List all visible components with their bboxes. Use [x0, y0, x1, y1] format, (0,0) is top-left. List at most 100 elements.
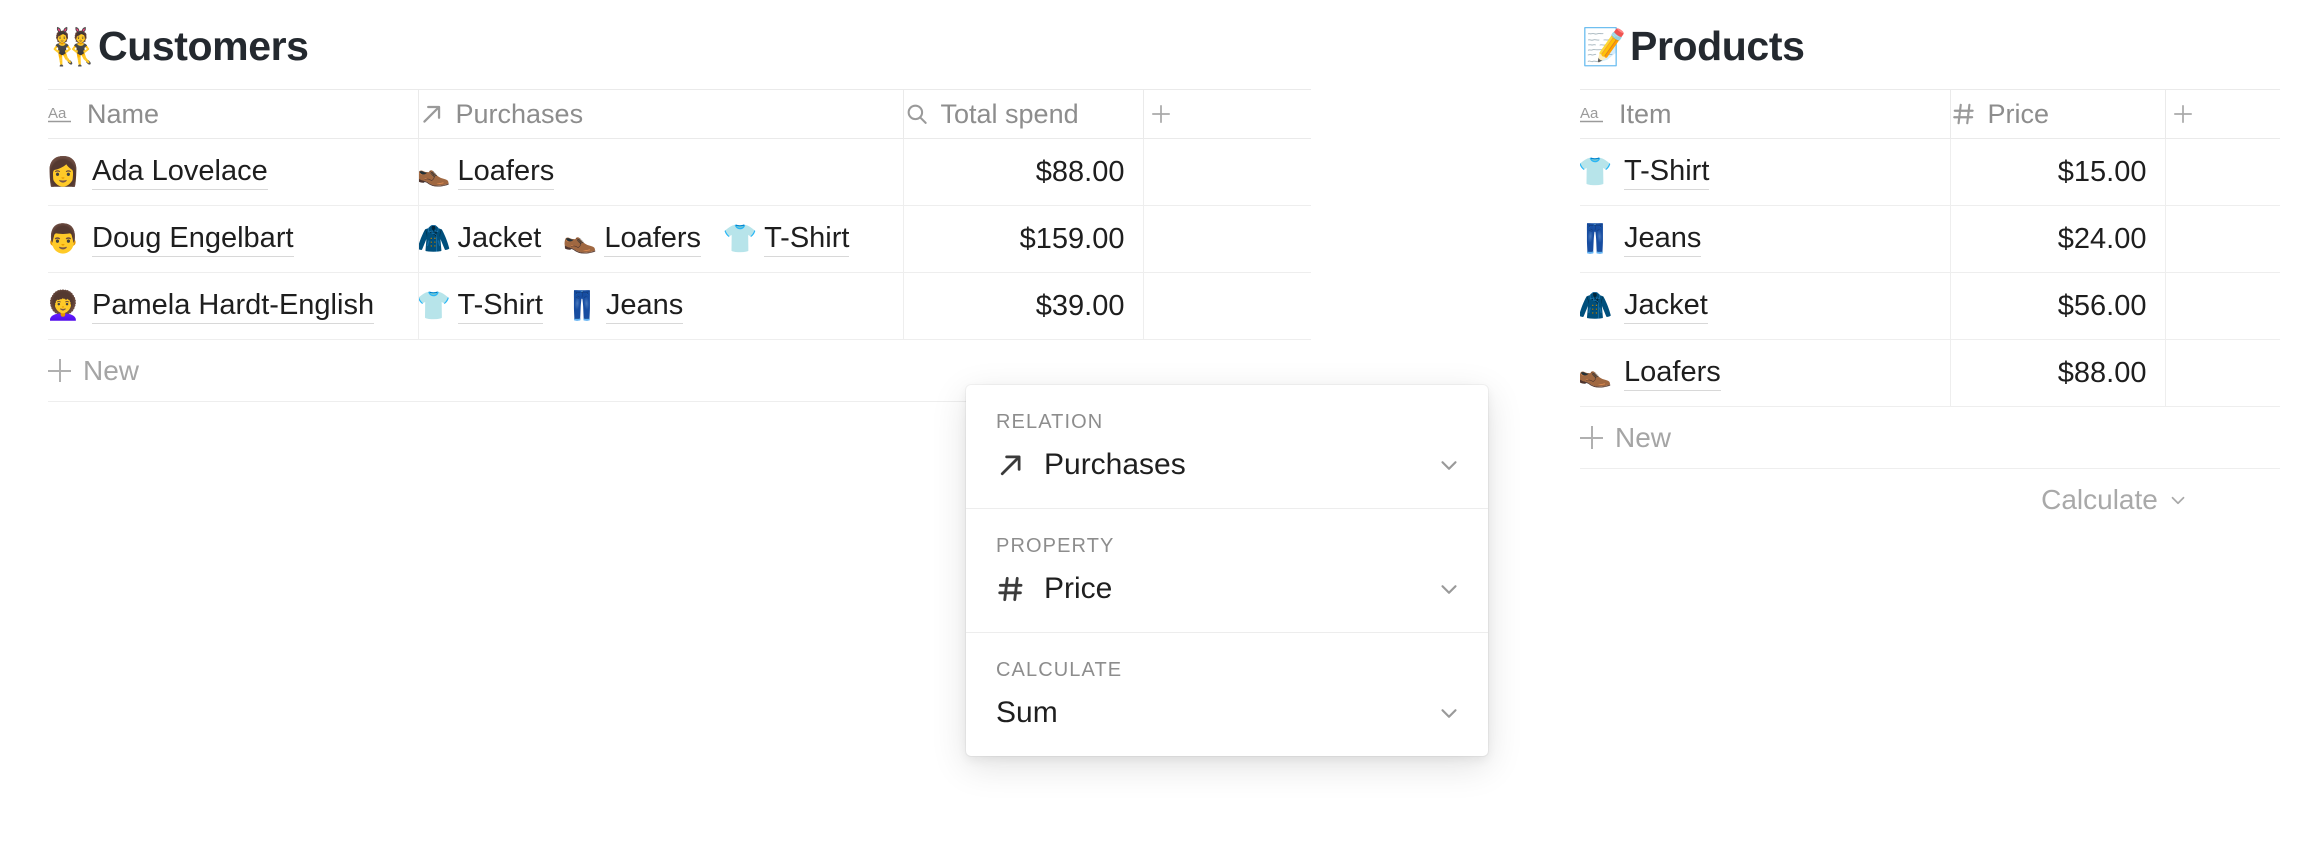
- product-emoji-icon: 🧥: [418, 223, 451, 254]
- cell-item[interactable]: 👖 Jeans: [1580, 205, 1951, 273]
- table-row[interactable]: 👩 Ada Lovelace 👞 Loafers $88.00: [48, 138, 1311, 206]
- products-table-body: 👕 T-Shirt $15.00 👖 Jeans $24.00: [1580, 138, 2280, 532]
- column-header-item[interactable]: Aa Item: [1580, 89, 1951, 139]
- chevron-down-icon[interactable]: [1436, 700, 1462, 726]
- relation-chip[interactable]: 👞 Loafers: [418, 155, 555, 190]
- new-row-cell[interactable]: New: [1580, 406, 2280, 469]
- text-aa-icon: Aa: [48, 104, 76, 124]
- svg-text:Aa: Aa: [48, 105, 67, 122]
- table-row[interactable]: 👩‍🦱 Pamela Hardt-English 👕 T-Shirt 👖: [48, 272, 1311, 340]
- cell-name[interactable]: 👨 Doug Engelbart: [48, 205, 419, 273]
- table-row[interactable]: 👞 Loafers $88.00: [1580, 339, 2280, 407]
- cell-price[interactable]: $15.00: [1950, 138, 2166, 206]
- product-emoji-icon: 👞: [562, 223, 598, 254]
- cell-purchases[interactable]: 🧥 Jacket 👞 Loafers 👕 T-Shirt: [418, 205, 904, 273]
- column-header-name-label: Name: [87, 98, 160, 129]
- customer-name: Ada Lovelace: [92, 155, 268, 190]
- column-header-item-label: Item: [1619, 98, 1672, 129]
- plus-icon: [1580, 426, 1603, 449]
- cell-total-spend[interactable]: $88.00: [903, 138, 1144, 206]
- cell-spacer: [2165, 138, 2280, 206]
- column-header-name[interactable]: Aa Name: [48, 89, 419, 139]
- relation-chip[interactable]: 👖 Jeans: [564, 289, 684, 324]
- cell-purchases[interactable]: 👕 T-Shirt 👖 Jeans: [418, 272, 904, 340]
- add-column-button-customers[interactable]: [1143, 89, 1311, 139]
- rollup-config-popup: RELATION Purchases PROPERTY Price: [966, 385, 1488, 756]
- chevron-down-icon[interactable]: [1436, 452, 1462, 478]
- product-emoji-icon: 👕: [1580, 156, 1613, 187]
- calculate-cell[interactable]: Calculate: [1950, 469, 2280, 532]
- cell-item[interactable]: 🧥 Jacket: [1580, 272, 1951, 340]
- relation-chip-label: T-Shirt: [457, 289, 543, 324]
- rollup-property-section: PROPERTY Price: [966, 508, 1488, 632]
- rollup-search-icon: [904, 101, 930, 127]
- table-row[interactable]: 👖 Jeans $24.00: [1580, 205, 2280, 273]
- product-emoji-icon: 👞: [1580, 357, 1613, 388]
- rollup-property-select[interactable]: Price: [966, 558, 1488, 632]
- chevron-down-icon: [2167, 489, 2189, 511]
- relation-chip-label: Loafers: [604, 222, 702, 257]
- product-name: Loafers: [1624, 356, 1721, 391]
- chevron-down-icon[interactable]: [1436, 576, 1462, 602]
- customers-table: Aa Name Purchases: [48, 89, 1311, 464]
- row-avatar-icon: 👩‍🦱: [48, 290, 81, 321]
- column-header-total-spend[interactable]: Total spend: [903, 89, 1144, 139]
- database-title-products: 📝 Products: [1581, 25, 2280, 67]
- calculate-label: Calculate: [2041, 484, 2158, 515]
- product-name: T-Shirt: [1624, 155, 1710, 190]
- rollup-calculate-select[interactable]: Sum: [966, 682, 1488, 756]
- rollup-relation-select[interactable]: Purchases: [966, 434, 1488, 508]
- rollup-calculate-section: CALCULATE Sum: [966, 632, 1488, 756]
- relation-chip[interactable]: 🧥 Jacket: [418, 222, 542, 257]
- product-emoji-icon: 👖: [1580, 223, 1613, 254]
- column-header-purchases[interactable]: Purchases: [418, 89, 904, 139]
- cell-spacer: [1143, 272, 1311, 340]
- rollup-relation-value: Purchases: [1044, 448, 1186, 481]
- cell-purchases[interactable]: 👞 Loafers: [418, 138, 904, 206]
- column-header-total-spend-label: Total spend: [940, 98, 1079, 129]
- row-avatar-icon: 👩: [48, 156, 81, 187]
- column-header-purchases-label: Purchases: [455, 98, 584, 129]
- relation-arrow-icon: [996, 450, 1028, 480]
- cell-item[interactable]: 👞 Loafers: [1580, 339, 1951, 407]
- relation-chip[interactable]: 👕 T-Shirt: [723, 222, 850, 257]
- cell-name[interactable]: 👩‍🦱 Pamela Hardt-English: [48, 272, 419, 340]
- customers-header-row: Aa Name Purchases: [48, 89, 1311, 139]
- cell-item[interactable]: 👕 T-Shirt: [1580, 138, 1951, 206]
- product-emoji-icon: 👖: [564, 290, 600, 321]
- relation-chip[interactable]: 👕 T-Shirt: [418, 289, 543, 324]
- relation-chip[interactable]: 👞 Loafers: [562, 222, 702, 257]
- cell-price[interactable]: $56.00: [1950, 272, 2166, 340]
- calculate-row-products[interactable]: Calculate: [1580, 469, 2280, 532]
- customers-title-text: Customers: [98, 23, 309, 69]
- column-header-price[interactable]: Price: [1950, 89, 2166, 139]
- cell-price[interactable]: $24.00: [1950, 205, 2166, 273]
- table-row[interactable]: 👕 T-Shirt $15.00: [1580, 138, 2280, 206]
- database-title-customers: 👯 Customers: [49, 23, 1311, 69]
- cell-total-spend[interactable]: $39.00: [903, 272, 1144, 340]
- new-row-products[interactable]: New: [1580, 406, 2280, 469]
- customers-table-body: 👩 Ada Lovelace 👞 Loafers $88.00: [48, 138, 1311, 465]
- cell-name[interactable]: 👩 Ada Lovelace: [48, 138, 419, 206]
- plus-icon: [48, 359, 71, 382]
- customers-title-emoji: 👯: [49, 25, 95, 67]
- table-row[interactable]: 👨 Doug Engelbart 🧥 Jacket 👞: [48, 205, 1311, 273]
- product-emoji-icon: 👕: [418, 290, 451, 321]
- relation-arrow-icon: [419, 101, 445, 127]
- relation-chip-label: Loafers: [457, 155, 555, 190]
- cell-price[interactable]: $88.00: [1950, 339, 2166, 407]
- add-column-button-products[interactable]: [2165, 89, 2280, 139]
- relation-chip-label: Jeans: [605, 289, 684, 324]
- row-avatar-icon: 👨: [48, 223, 81, 254]
- plus-icon: [2170, 101, 2196, 127]
- column-header-price-label: Price: [1987, 98, 2050, 129]
- cell-total-spend[interactable]: $159.00: [903, 205, 1144, 273]
- table-row[interactable]: 🧥 Jacket $56.00: [1580, 272, 2280, 340]
- rollup-relation-section: RELATION Purchases: [966, 385, 1488, 508]
- svg-text:Aa: Aa: [1580, 105, 1599, 122]
- database-products: 📝 Products Aa Item: [1580, 26, 2280, 531]
- product-emoji-icon: 👞: [418, 156, 451, 187]
- products-title-emoji: 📝: [1581, 25, 1627, 67]
- relation-chip-label: Jacket: [457, 222, 542, 257]
